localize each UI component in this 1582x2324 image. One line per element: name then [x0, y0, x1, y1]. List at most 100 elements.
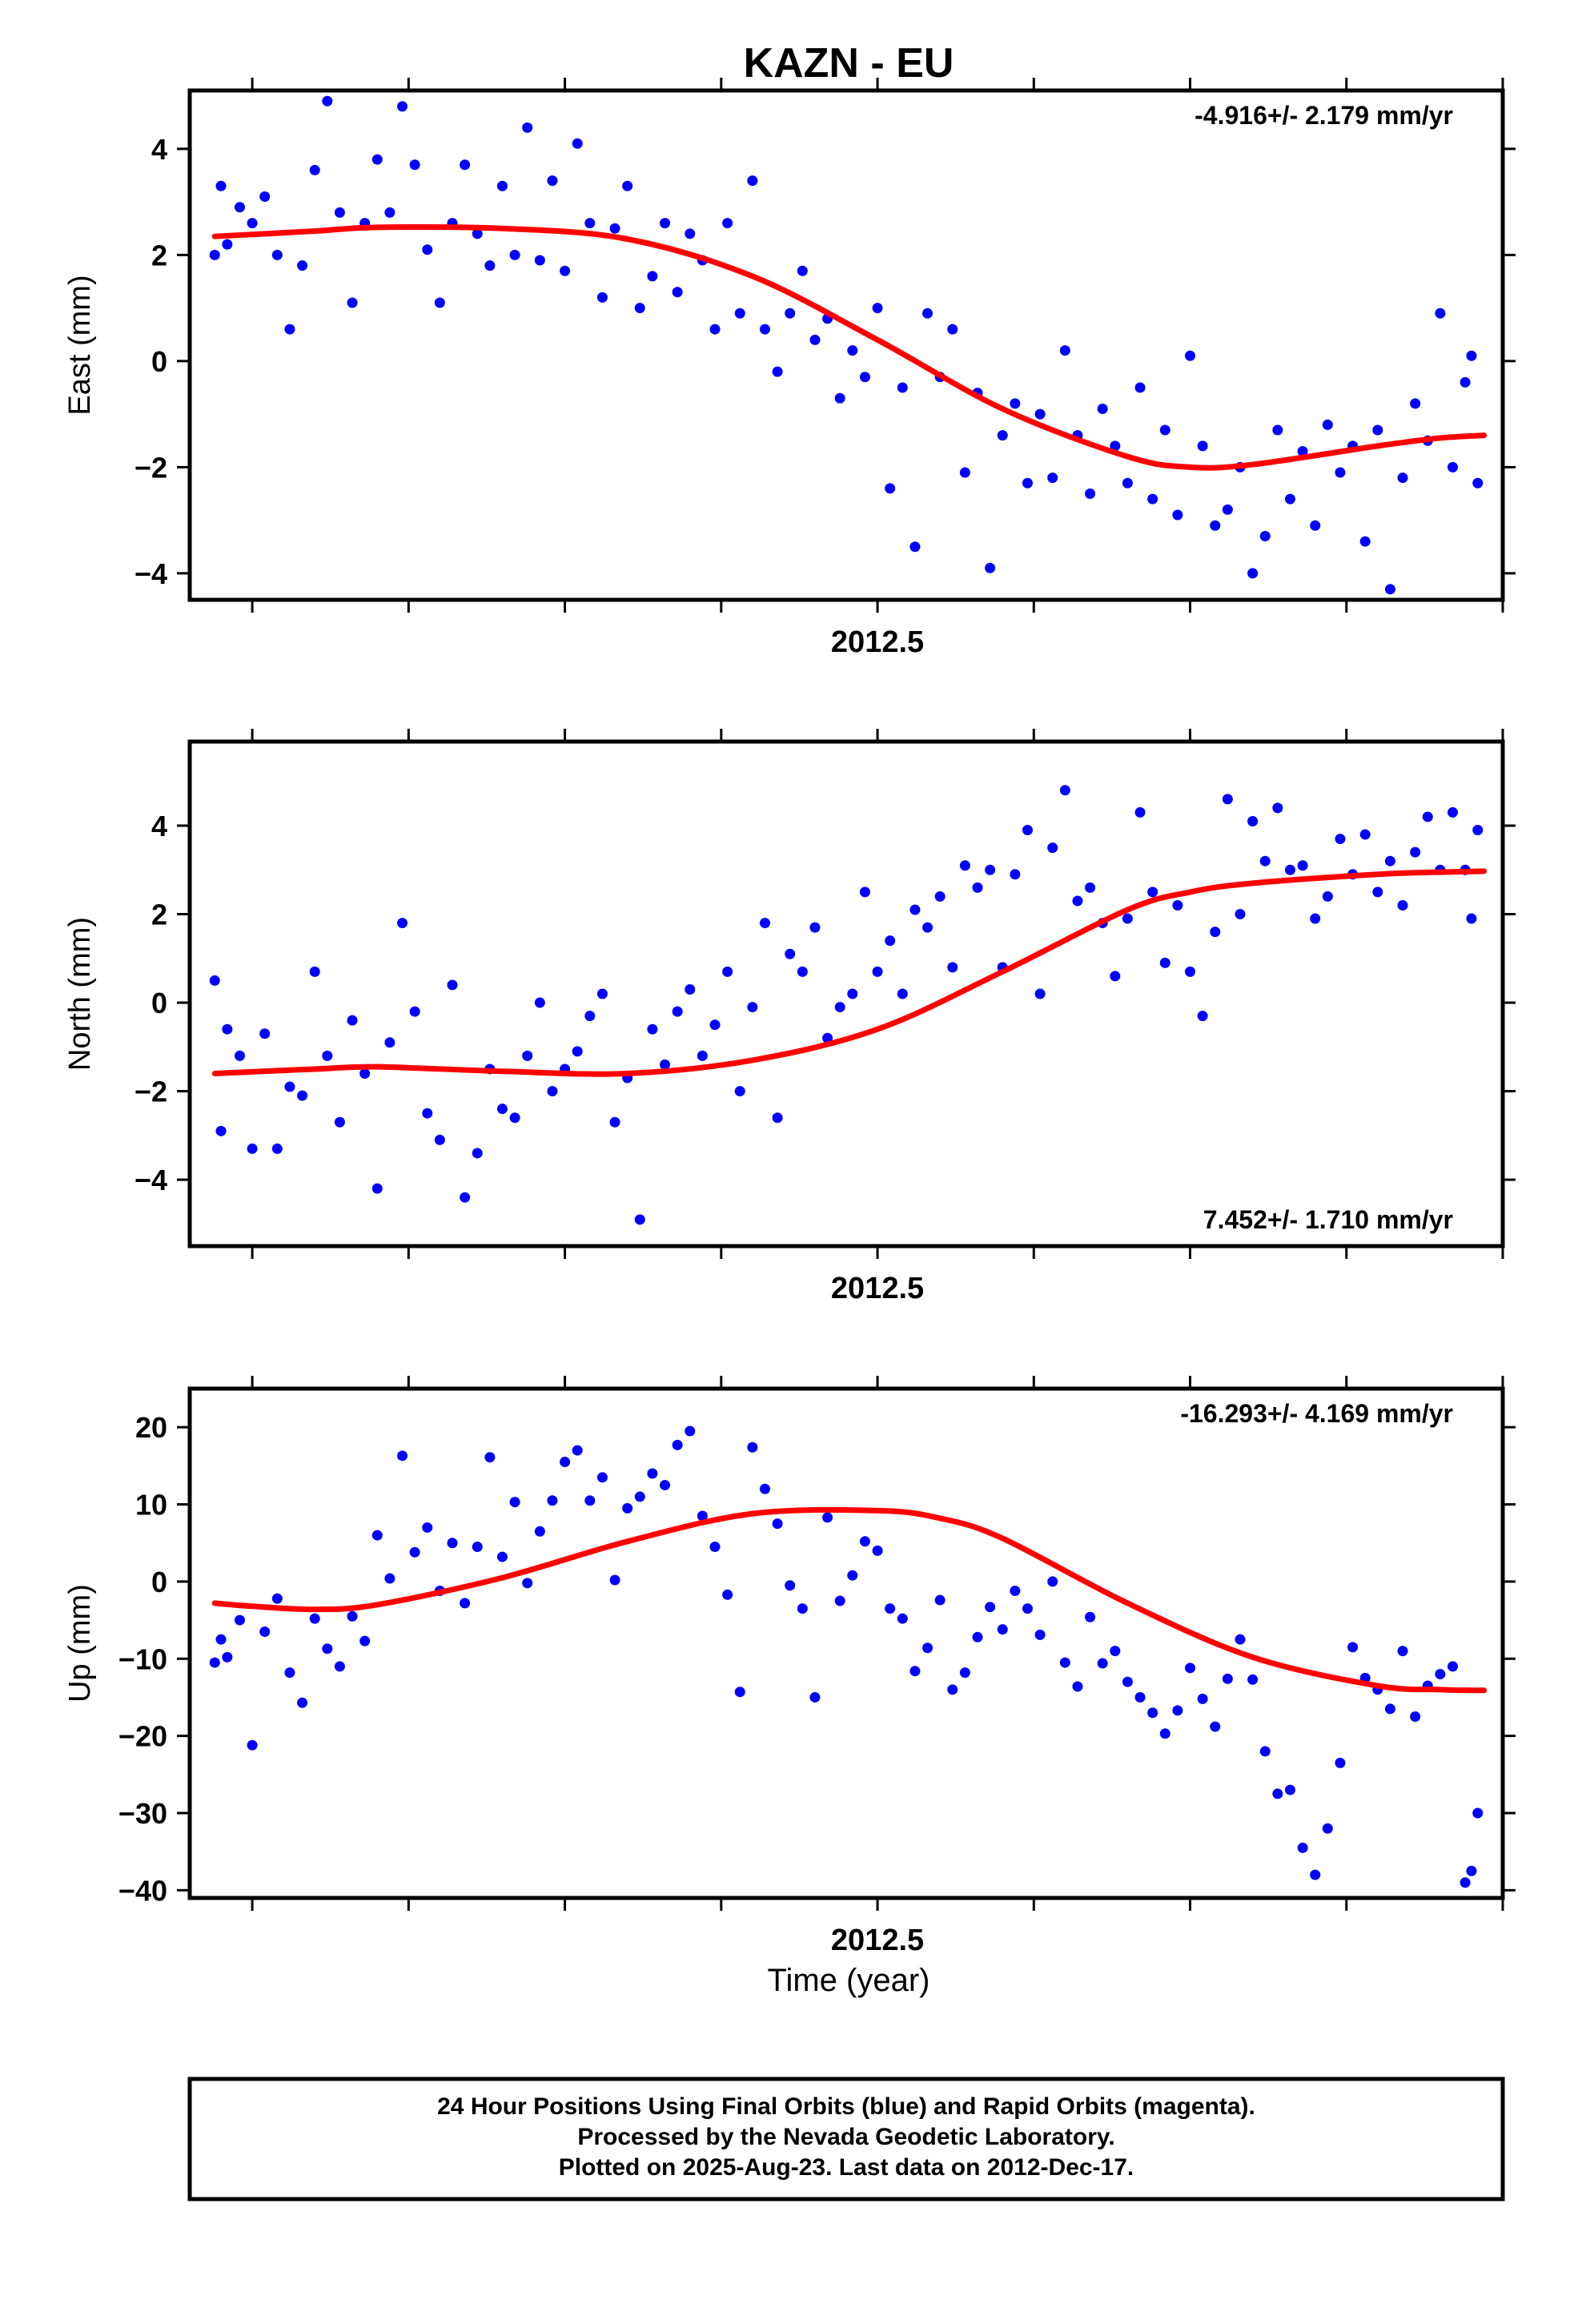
- north-data-point: [1284, 864, 1295, 875]
- north-data-point: [1222, 794, 1233, 805]
- up-plot-frame: [187, 1386, 1505, 1900]
- up-ytick-label: −20: [118, 1720, 167, 1753]
- east-data-point: [1172, 509, 1183, 521]
- up-data-point: [1472, 1807, 1484, 1819]
- east-data-point: [1472, 477, 1484, 489]
- north-data-point: [297, 1090, 308, 1101]
- up-data-point: [409, 1546, 420, 1558]
- north-data-point: [1147, 887, 1158, 898]
- east-ytick-label: 2: [151, 239, 167, 271]
- east-data-point: [1122, 477, 1133, 489]
- up-data-point: [772, 1518, 783, 1530]
- east-data-point: [1197, 440, 1208, 452]
- footer-line-1: 24 Hour Positions Using Final Orbits (bl…: [437, 2093, 1255, 2120]
- east-data-point: [1384, 584, 1395, 595]
- north-data-point: [222, 1023, 233, 1035]
- up-data-point: [322, 1643, 333, 1655]
- north-data-point: [522, 1050, 533, 1061]
- east-data-point: [472, 228, 483, 239]
- north-data-point: [1310, 913, 1321, 924]
- east-data-point: [1247, 568, 1259, 579]
- east-data-point: [1372, 424, 1383, 436]
- east-xtick-label: 2012.5: [831, 625, 924, 659]
- north-data-point: [309, 966, 320, 977]
- east-data-point: [685, 228, 696, 239]
- east-data-point: [397, 101, 408, 112]
- up-data-point: [647, 1468, 658, 1479]
- up-data-point: [797, 1603, 808, 1614]
- up-data-point: [259, 1626, 271, 1638]
- north-data-point: [1022, 825, 1033, 836]
- east-data-point: [660, 218, 671, 229]
- up-data-point: [447, 1538, 458, 1549]
- north-data-point: [747, 1002, 758, 1013]
- up-data-point: [822, 1512, 833, 1523]
- footer-box: [187, 2077, 1505, 2201]
- north-data-point: [634, 1214, 645, 1225]
- up-data-point: [697, 1510, 708, 1522]
- up-data-point: [309, 1613, 320, 1624]
- up-data-point: [484, 1452, 496, 1463]
- up-data-point: [509, 1497, 520, 1508]
- up-data-point: [897, 1613, 908, 1624]
- up-data-point: [522, 1578, 533, 1589]
- up-data-point: [572, 1445, 583, 1456]
- east-data-point: [297, 260, 308, 271]
- east-plot-frame: [187, 88, 1505, 602]
- east-data-point: [1447, 461, 1459, 472]
- east-data-point: [334, 207, 345, 218]
- north-data-point: [434, 1134, 445, 1145]
- up-data-point: [1122, 1676, 1133, 1687]
- up-data-point: [709, 1542, 721, 1553]
- up-data-point: [1197, 1693, 1208, 1704]
- up-data-point: [1297, 1842, 1308, 1853]
- east-data-point: [1222, 504, 1233, 515]
- north-data-point: [959, 860, 970, 871]
- north-data-point: [697, 1050, 708, 1061]
- up-data-point: [985, 1602, 996, 1613]
- north-data-point: [1472, 825, 1484, 836]
- east-data-point: [1034, 408, 1046, 420]
- up-data-point: [1447, 1661, 1459, 1672]
- east-data-point: [560, 265, 571, 276]
- up-data-point: [1147, 1707, 1158, 1719]
- east-ytick-label: 0: [151, 345, 167, 378]
- east-data-point: [434, 297, 445, 308]
- north-data-point: [397, 918, 408, 929]
- up-data-point: [222, 1651, 233, 1663]
- north-data-point: [1059, 785, 1070, 796]
- up-data-point: [1397, 1646, 1408, 1657]
- north-data-point: [409, 1006, 420, 1017]
- north-data-point: [371, 1183, 383, 1194]
- up-data-point: [1072, 1681, 1083, 1692]
- up-data-point: [1310, 1869, 1321, 1880]
- east-data-point: [772, 366, 783, 377]
- north-data-point: [496, 1104, 508, 1115]
- north-data-point: [209, 975, 220, 986]
- up-data-point: [672, 1439, 683, 1450]
- up-data-point: [347, 1610, 358, 1622]
- up-rate-label: -16.293+/- 4.169 mm/yr: [1180, 1399, 1453, 1428]
- up-data-point: [534, 1526, 545, 1537]
- up-data-point: [1172, 1705, 1183, 1716]
- north-data-point: [609, 1116, 620, 1128]
- east-data-point: [496, 180, 508, 191]
- up-data-point: [1047, 1576, 1058, 1587]
- up-data-point: [1435, 1669, 1446, 1680]
- east-data-point: [722, 218, 733, 229]
- east-data-point: [622, 180, 633, 191]
- up-data-point: [1460, 1877, 1471, 1888]
- north-data-point: [1466, 913, 1477, 924]
- up-data-point: [609, 1574, 620, 1586]
- figure-title: KAZN - EU: [744, 40, 954, 86]
- east-data-point: [1210, 520, 1221, 531]
- east-data-point: [609, 223, 620, 234]
- north-data-point: [972, 882, 983, 893]
- north-data-point: [1085, 882, 1096, 893]
- up-data-point: [634, 1491, 645, 1502]
- up-data-point: [622, 1502, 633, 1514]
- east-data-point: [947, 324, 958, 335]
- east-data-point: [1284, 493, 1295, 505]
- east-data-point: [422, 244, 433, 255]
- up-data-point: [271, 1593, 283, 1604]
